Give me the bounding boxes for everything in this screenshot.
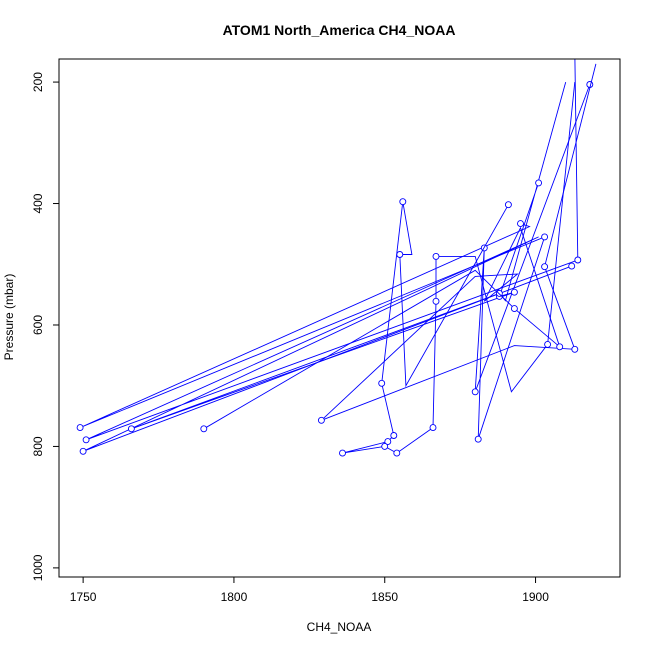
- series-line-2: [79, 84, 591, 440]
- series-line-4: [342, 82, 576, 454]
- y-tick-label: 1000: [31, 554, 45, 581]
- x-tick-label: 1800: [221, 590, 248, 604]
- data-point: [574, 256, 582, 264]
- data-point: [429, 424, 437, 432]
- data-point: [544, 340, 552, 348]
- data-point: [568, 262, 576, 270]
- series-layer: [76, 59, 597, 457]
- y-tick-label: 200: [31, 72, 45, 92]
- data-point: [200, 425, 208, 433]
- y-tick-label: 600: [31, 315, 45, 335]
- x-tick-label: 1900: [522, 590, 549, 604]
- data-point: [127, 425, 135, 433]
- plot-frame: [58, 58, 621, 578]
- data-point: [541, 233, 549, 241]
- data-point: [339, 449, 346, 457]
- data-point: [82, 436, 90, 444]
- data-point: [517, 220, 524, 228]
- data-point: [76, 424, 84, 432]
- x-tick-label: 1750: [70, 590, 97, 604]
- x-tick-label: 1850: [371, 590, 398, 604]
- data-point: [556, 343, 564, 351]
- data-point: [317, 416, 325, 424]
- data-point: [535, 179, 543, 187]
- data-point: [384, 438, 392, 446]
- y-tick-label: 800: [31, 436, 45, 456]
- x-axis-label: CH4_NOAA: [307, 620, 372, 634]
- data-point: [399, 198, 407, 206]
- data-point: [393, 449, 401, 457]
- data-point: [541, 263, 549, 271]
- data-point: [378, 379, 386, 387]
- data-point: [396, 251, 404, 258]
- y-axis-label: Pressure (mbar): [2, 274, 16, 361]
- data-point: [381, 442, 389, 450]
- data-point: [504, 201, 512, 209]
- data-point: [432, 252, 440, 260]
- data-point: [571, 345, 579, 353]
- y-tick-label: 400: [31, 193, 45, 213]
- data-point: [390, 432, 398, 439]
- data-point: [510, 305, 518, 313]
- data-point: [471, 388, 479, 396]
- data-point: [79, 447, 87, 455]
- data-point: [474, 435, 482, 443]
- data-point: [510, 288, 518, 296]
- series-line-1: [82, 59, 579, 452]
- chart-title: ATOM1 North_America CH4_NOAA: [223, 22, 456, 38]
- data-point: [432, 297, 440, 305]
